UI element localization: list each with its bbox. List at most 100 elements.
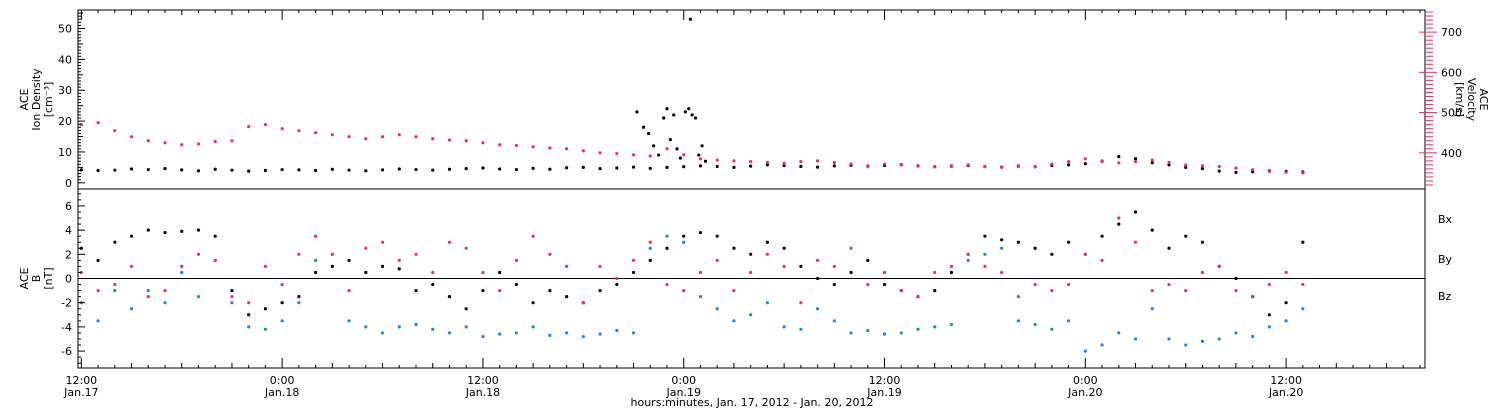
by-point	[1150, 307, 1154, 311]
bz-point	[1117, 216, 1121, 220]
density-point	[665, 165, 669, 169]
density-point	[799, 164, 803, 169]
bz-point	[113, 282, 117, 287]
bx-point	[799, 264, 803, 269]
by-point	[464, 325, 468, 329]
bx-point	[1000, 238, 1004, 242]
bx-point	[1016, 240, 1020, 244]
velocity-point	[815, 159, 820, 163]
density-point	[815, 165, 820, 169]
velocity-point	[949, 164, 954, 168]
velocity-point	[481, 141, 485, 145]
by-point	[682, 240, 686, 244]
bz-point	[665, 282, 669, 287]
velocity-point	[966, 163, 970, 167]
bx-point	[665, 246, 669, 250]
bx-point	[782, 246, 786, 250]
density-point	[380, 168, 385, 172]
density-point	[648, 166, 652, 170]
by-point	[866, 328, 870, 333]
bz-point	[916, 295, 920, 299]
by-point	[1184, 343, 1188, 347]
density-axis-title-line: ACE	[18, 88, 31, 110]
bx-point	[882, 282, 887, 287]
velocity-point	[380, 135, 385, 139]
by-point	[414, 322, 418, 327]
bx-point	[330, 264, 334, 269]
density-point	[698, 164, 703, 168]
bz-point	[1284, 270, 1288, 275]
density-point	[581, 165, 585, 169]
bz-point	[1234, 288, 1238, 293]
bx-point	[531, 301, 535, 305]
bx-point	[1200, 240, 1205, 244]
bz-point	[866, 282, 870, 287]
density-point	[464, 167, 468, 171]
bx-point	[1117, 222, 1121, 226]
velocity-point	[1167, 160, 1171, 165]
data-points	[79, 17, 1305, 353]
velocity-point	[196, 142, 201, 146]
by-point	[615, 328, 619, 333]
bz-point	[698, 270, 703, 275]
bz-point	[163, 288, 167, 293]
bx-point	[196, 228, 201, 232]
x-tick-time: 12:00	[65, 374, 97, 387]
density-point	[598, 167, 602, 171]
by-point	[765, 301, 769, 305]
bx-point	[1050, 252, 1054, 256]
bz-point	[849, 246, 853, 250]
bz-point	[1200, 270, 1205, 275]
velocity-point	[849, 162, 853, 166]
velocity-point	[581, 149, 585, 153]
by-point	[146, 288, 150, 293]
by-point	[1284, 319, 1288, 323]
velocity-point	[1234, 166, 1238, 170]
bx-point	[464, 307, 468, 311]
bx-point	[1284, 301, 1288, 305]
density-point	[447, 167, 452, 171]
x-tick-time: 12:00	[869, 374, 901, 387]
by-point	[1167, 337, 1171, 341]
bx-point	[297, 295, 301, 299]
bx-point	[1301, 240, 1305, 244]
bx-point	[113, 240, 117, 244]
bx-point	[949, 270, 954, 275]
by-point	[280, 319, 284, 323]
x-axis-title: hours:minutes, Jan. 17, 2012 - Jan. 20, …	[631, 396, 874, 409]
velocity-point	[514, 143, 519, 148]
density-point	[631, 165, 636, 169]
density-tick-label: 0	[65, 177, 72, 190]
by-point	[899, 331, 903, 335]
bz-point	[347, 288, 351, 293]
density-point	[1150, 161, 1154, 165]
density-tick-label: 30	[58, 84, 72, 97]
density-outlier-point	[652, 144, 656, 148]
density-outlier-point	[646, 131, 651, 136]
velocity-point	[1200, 164, 1205, 168]
density-point	[113, 168, 117, 172]
velocity-point	[163, 141, 167, 145]
legend-by: By	[1438, 253, 1453, 266]
velocity-point	[1184, 163, 1188, 167]
velocity-point	[146, 139, 150, 143]
bz-point	[247, 301, 251, 305]
velocity-point	[414, 135, 418, 139]
density-outlier-point	[668, 138, 672, 142]
legend-bx: Bx	[1438, 213, 1453, 226]
by-point	[1251, 334, 1255, 339]
bx-point	[732, 246, 736, 250]
bx-point	[96, 258, 100, 262]
density-axis-title: ACE Ion Density [cm⁻³]	[18, 68, 55, 131]
bx-point	[314, 270, 318, 275]
velocity-point	[1301, 171, 1305, 175]
by-point	[1234, 331, 1238, 335]
bx-point	[414, 288, 418, 293]
density-point	[1066, 163, 1071, 167]
density-point	[180, 168, 184, 172]
bz-point	[581, 301, 585, 305]
by-point	[749, 313, 753, 317]
by-point	[1066, 319, 1071, 323]
bx-point	[79, 246, 83, 250]
